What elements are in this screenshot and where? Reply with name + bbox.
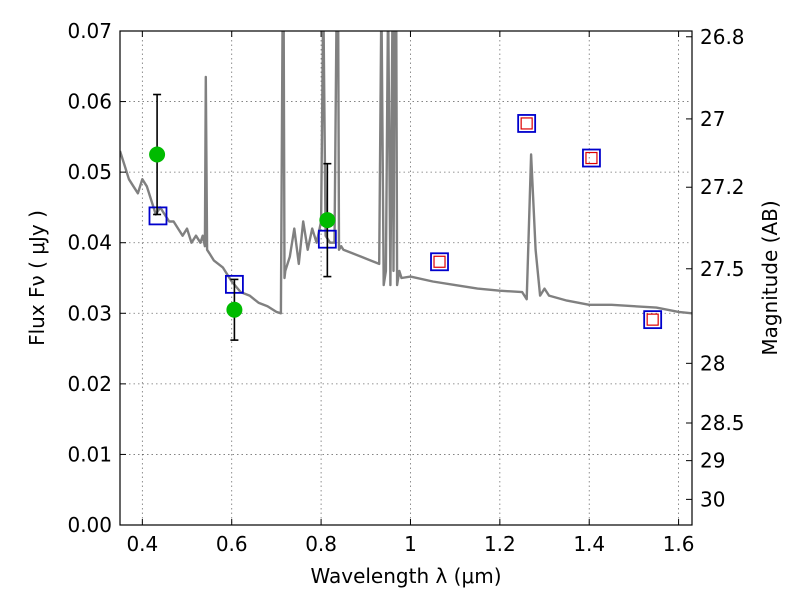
observed-point [149,146,166,163]
observed-point [319,212,336,229]
model-band-square [517,114,537,133]
x-axis-label: Wavelength λ (μm) [310,564,501,588]
y-tick-label: 0.02 [67,372,112,396]
model-band-square [430,252,449,272]
y-tick-label: 0.04 [67,231,112,255]
y2-tick-label: 28 [700,351,725,375]
model-band-inner-square [520,117,533,130]
spectrum-line [120,31,692,315]
y2-tick-label: 30 [700,487,725,511]
y-tick-label: 0.06 [67,90,112,114]
plot-frame [119,30,693,526]
y2-tick-label: 29 [700,449,725,473]
axis-ticks [120,30,692,526]
y-tick-label: 0.00 [67,513,112,537]
y-tick-label: 0.03 [67,301,112,325]
y2-tick-label: 28.5 [700,411,745,435]
model-band-inner-square [646,313,659,326]
y-axis-label: Flux Fν ( μJy ) [25,210,49,346]
x-tick-label: 1.2 [484,532,516,556]
observed-point [226,301,243,318]
y2-tick-label: 27 [700,107,725,131]
y-tick-label: 0.01 [67,442,112,466]
x-tick-label: 1.6 [663,532,695,556]
y-tick-label: 0.07 [67,19,112,43]
model-band-square [582,148,601,168]
x-tick-label: 1.4 [573,532,605,556]
x-tick-label: 1 [404,532,417,556]
x-tick-label: 0.6 [216,532,248,556]
y-tick-label: 0.05 [67,160,112,184]
y2-tick-label: 27.5 [700,257,745,281]
model-band-inner-square [433,255,446,268]
model-band-square [148,206,168,226]
y2-tick-label: 26.8 [700,25,745,49]
plot-area [120,31,692,341]
model-band-inner-square [585,151,598,165]
x-tick-label: 0.4 [126,532,158,556]
x-tick-label: 0.8 [305,532,337,556]
y2-axis-label: Magnitude (AB) [758,200,782,355]
model-band-square [643,310,663,330]
y2-tick-label: 27.2 [700,175,745,199]
